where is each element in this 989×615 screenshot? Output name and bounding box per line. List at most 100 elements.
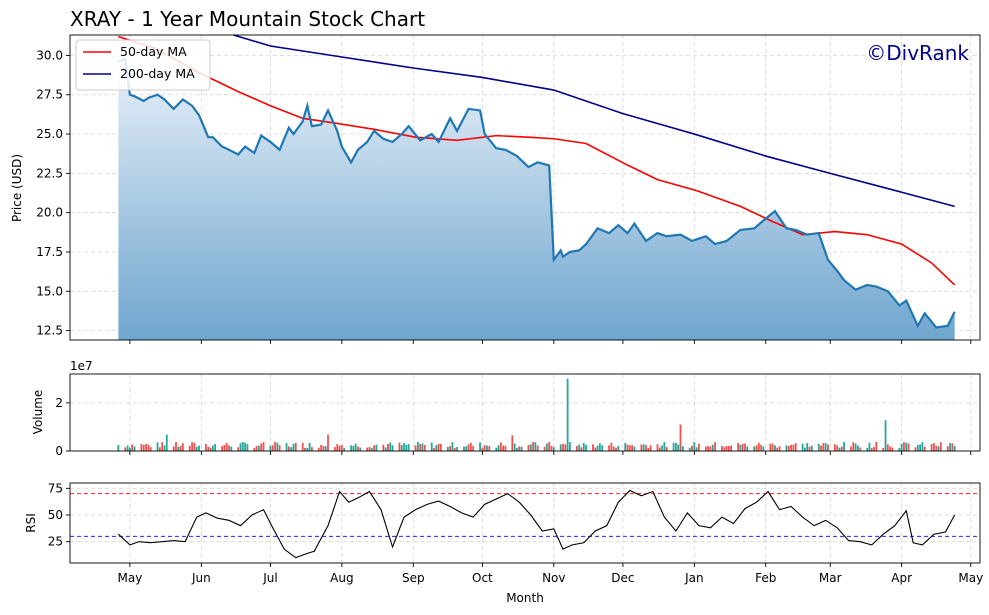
volume-bar: [935, 445, 938, 451]
volume-gridlines: [70, 374, 980, 452]
volume-bar: [725, 446, 728, 451]
volume-bar: [739, 444, 742, 451]
volume-bar: [704, 446, 707, 451]
volume-bar: [421, 443, 424, 451]
volume-bar: [449, 446, 452, 451]
volume-bar: [241, 442, 244, 451]
volume-bar: [721, 445, 723, 451]
rsi-y-tick-label: 50: [48, 508, 63, 522]
volume-bar: [610, 442, 613, 451]
volume-bar: [776, 447, 779, 451]
volume-bar: [486, 445, 488, 451]
volume-bar: [145, 443, 147, 451]
volume-bar: [304, 447, 306, 451]
volume-bar: [375, 444, 378, 451]
volume-bar: [833, 444, 836, 451]
volume-bar: [778, 446, 781, 451]
volume-bar: [679, 424, 682, 451]
volume-bar: [211, 445, 214, 451]
ma50-line: [118, 35, 956, 286]
volume-bar: [504, 445, 507, 451]
volume-bar: [838, 447, 841, 451]
volume-bar: [695, 447, 698, 451]
volume-bar: [306, 447, 309, 451]
volume-bar: [343, 448, 346, 451]
volume-bar: [181, 443, 184, 451]
volume-bar: [430, 442, 433, 451]
volume-bar: [188, 445, 191, 451]
volume-bar: [562, 443, 564, 451]
volume-bar: [843, 441, 845, 451]
volume-bar: [239, 443, 242, 451]
rsi-y-axis-ticks: 25 50 75: [48, 481, 70, 549]
volume-bar: [787, 446, 790, 451]
volume-bar: [274, 441, 276, 451]
rsi-gridlines: [70, 483, 980, 563]
volume-bar: [221, 446, 223, 451]
volume-bar: [518, 446, 521, 451]
volume-bar: [612, 446, 615, 451]
volume-bar: [550, 445, 553, 451]
volume-bar: [647, 448, 650, 451]
volume-bar: [336, 444, 339, 451]
volume-bar: [481, 447, 484, 451]
volume-bar: [930, 443, 933, 451]
volume-bar: [391, 445, 394, 451]
volume-bar: [882, 447, 885, 451]
volume-bar: [691, 445, 693, 451]
volume-bar: [327, 434, 329, 451]
volume-bar: [382, 444, 385, 451]
volume-bar: [916, 444, 919, 451]
volume-bar: [357, 446, 359, 451]
price-y-axis-label: Price (USD): [10, 154, 24, 222]
volume-bar: [223, 445, 226, 451]
volume-bar: [665, 447, 668, 451]
volume-bar: [900, 443, 903, 451]
volume-bar: [801, 443, 804, 451]
volume-bar: [889, 446, 892, 451]
volume-bar: [907, 443, 910, 451]
volume-bar: [133, 446, 136, 451]
volume-bar: [253, 447, 256, 451]
volume-bar: [711, 444, 714, 451]
volume-bar: [548, 442, 551, 451]
volume-bar: [559, 444, 562, 451]
volume-bar: [681, 446, 684, 451]
volume-bar: [209, 447, 212, 451]
volume-bar: [827, 444, 829, 451]
volume-bar: [953, 445, 956, 451]
volume-bar: [794, 443, 797, 451]
month-tick-label: Jan: [684, 571, 704, 585]
volume-bar: [875, 441, 878, 451]
volume-bar: [626, 444, 629, 451]
volume-bar: [352, 445, 355, 451]
volume-bar: [674, 442, 677, 451]
volume-bar: [290, 447, 293, 451]
volume-bar: [817, 443, 820, 451]
volume-bar: [258, 445, 260, 451]
volume-bar: [373, 445, 376, 451]
price-y-tick-label: 30.0: [36, 48, 63, 62]
volume-bar: [921, 442, 924, 451]
volume-bar: [601, 445, 604, 451]
rsi-line: [118, 489, 956, 559]
volume-bar: [870, 448, 873, 451]
volume-bar: [237, 447, 240, 451]
month-tick-label: May: [958, 571, 983, 585]
month-tick-label: Sep: [402, 571, 425, 585]
price-y-tick-label: 25.0: [36, 127, 63, 141]
volume-bar: [709, 446, 712, 451]
volume-bar: [340, 445, 343, 451]
volume-bar: [905, 442, 908, 451]
volume-bar: [435, 445, 438, 451]
volume-bars: [117, 378, 956, 451]
volume-bar: [771, 443, 774, 451]
volume-bar: [246, 444, 249, 451]
volume-bar: [334, 447, 336, 451]
rsi-y-tick-label: 25: [48, 535, 63, 549]
volume-bar: [836, 445, 839, 451]
volume-bar: [937, 446, 940, 451]
volume-bar: [762, 446, 765, 451]
price-y-tick-label: 17.5: [36, 245, 63, 259]
volume-bar: [513, 443, 516, 451]
